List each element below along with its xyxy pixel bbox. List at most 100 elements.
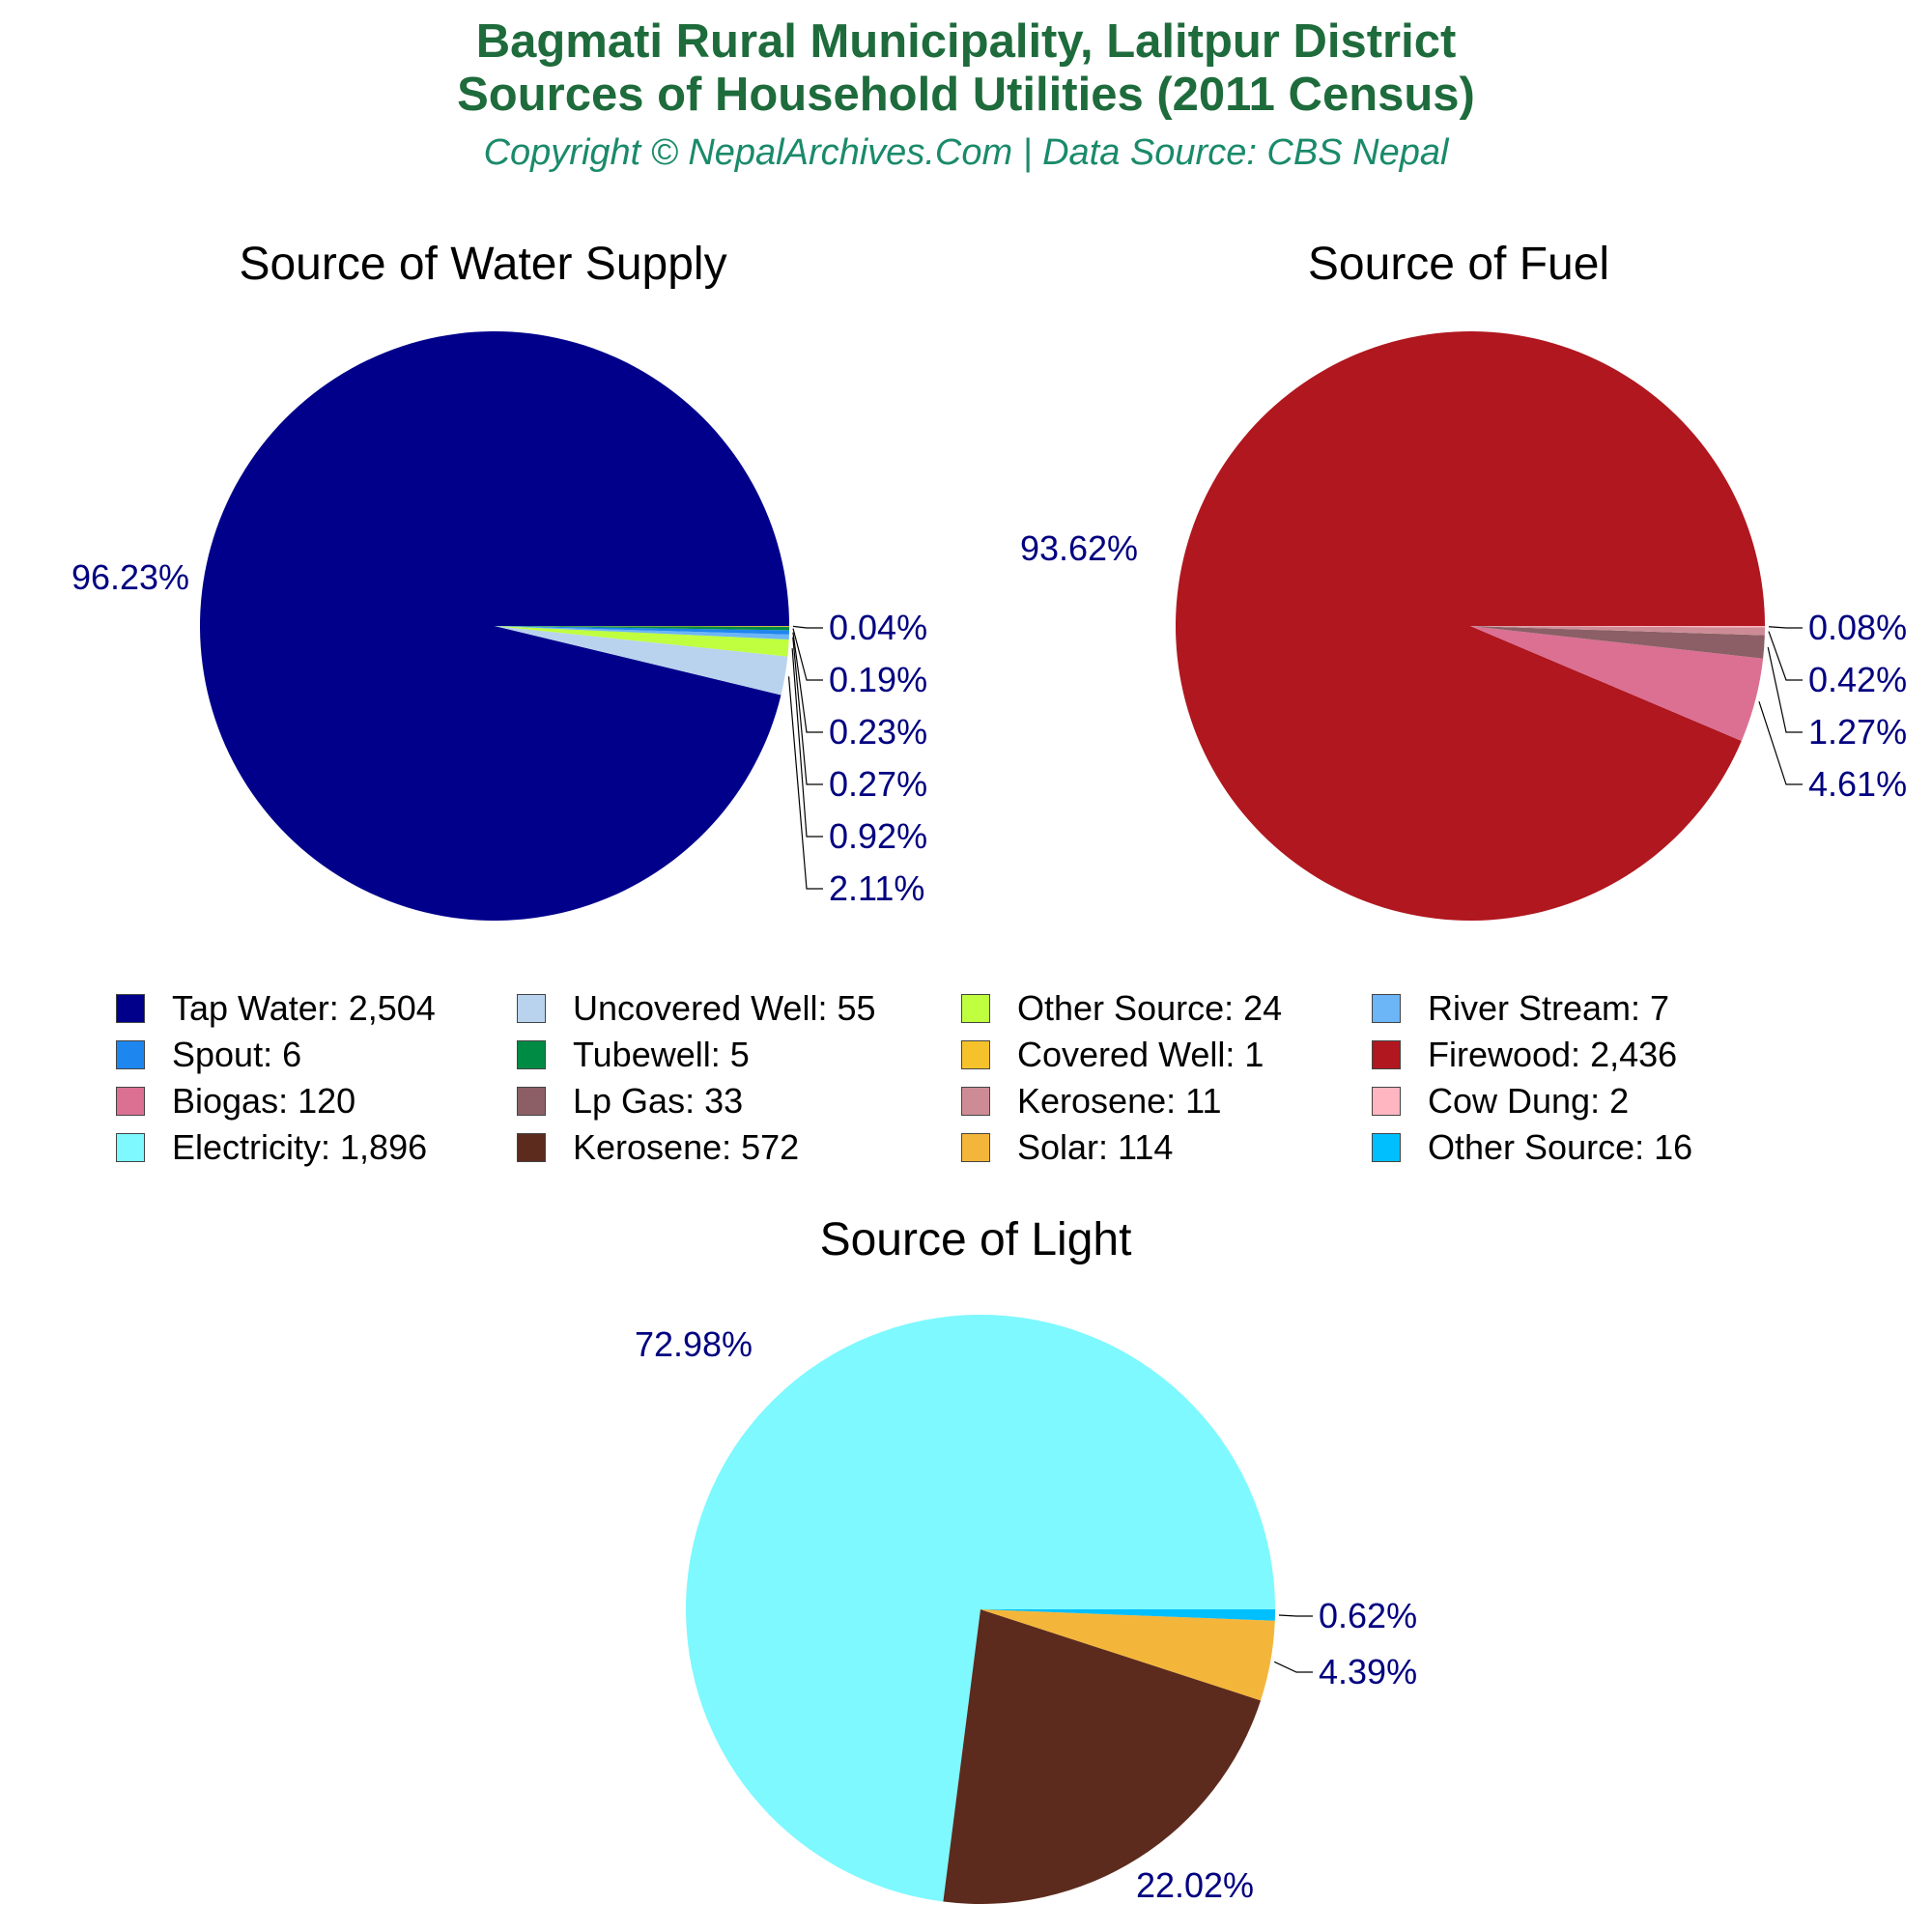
water-leader-line	[792, 637, 823, 785]
legend-swatch	[517, 994, 546, 1023]
legend-item: Tap Water: 2,504	[116, 985, 436, 1032]
water-label-tubewell: 0.19%	[829, 660, 927, 699]
legend-item: Spout: 6	[116, 1032, 301, 1078]
legend-label: River Stream: 7	[1428, 988, 1670, 1028]
legend-swatch	[517, 1087, 546, 1116]
legend-label: Electricity: 1,896	[172, 1127, 428, 1167]
legend-item: Firewood: 2,436	[1372, 1032, 1677, 1078]
legend-label: Biogas: 120	[172, 1081, 356, 1121]
legend-item: Electricity: 1,896	[116, 1124, 427, 1171]
fuel-label-lp-gas: 1.27%	[1808, 712, 1907, 752]
legend-label: Lp Gas: 33	[573, 1081, 744, 1121]
legend-label: Other Source: 24	[1017, 988, 1283, 1028]
light-label-solar: 4.39%	[1319, 1652, 1417, 1691]
legend-label: Firewood: 2,436	[1428, 1035, 1678, 1074]
light-chart-title: Source of Light	[819, 1214, 1132, 1265]
legend-label: Other Source: 16	[1428, 1127, 1693, 1167]
legend-swatch	[517, 1040, 546, 1069]
water-slice-tubewell	[495, 626, 789, 631]
light-label-kerosene: 22.02%	[1136, 1865, 1254, 1905]
water-leader-line	[791, 648, 823, 838]
legend-swatch	[116, 1133, 145, 1162]
legend-label: Tubewell: 5	[573, 1035, 750, 1074]
fuel-slice-firewood	[1176, 331, 1765, 922]
fuel-leader-line	[1768, 626, 1803, 629]
legend-item: River Stream: 7	[1372, 985, 1669, 1032]
legend-swatch	[961, 1087, 990, 1116]
water-label-river-stream: 0.27%	[829, 764, 927, 804]
water-slice-river-stream	[495, 626, 789, 639]
water-slice-uncovered-well	[495, 626, 788, 696]
legend-label: Kerosene: 11	[1017, 1081, 1222, 1121]
main-title-line2: Sources of Household Utilities (2011 Cen…	[457, 69, 1475, 121]
legend-label: Spout: 6	[172, 1035, 302, 1074]
fuel-slice-biogas	[1470, 626, 1764, 742]
fuel-leader-line	[1758, 701, 1803, 785]
fuel-label-biogas: 4.61%	[1808, 764, 1907, 804]
water-chart-title: Source of Water Supply	[239, 239, 727, 290]
light-slice-electricity	[686, 1315, 1275, 1902]
legend-label: Solar: 114	[1017, 1127, 1174, 1167]
fuel-slice-cow-dung	[1470, 626, 1765, 628]
legend-swatch	[116, 1087, 145, 1116]
legend-item: Biogas: 120	[116, 1078, 355, 1124]
subtitle: Copyright © NepalArchives.Com | Data Sou…	[483, 132, 1449, 173]
water-label-spout: 0.23%	[829, 712, 927, 752]
legend-item: Covered Well: 1	[961, 1032, 1264, 1078]
fuel-label-kerosene: 0.42%	[1808, 660, 1907, 699]
legend-item: Kerosene: 572	[517, 1124, 799, 1171]
legend-swatch	[116, 994, 145, 1023]
legend-swatch	[1372, 1087, 1401, 1116]
legend-label: Cow Dung: 2	[1428, 1081, 1630, 1121]
light-slice-other-source	[980, 1609, 1275, 1621]
legend-swatch	[116, 1040, 145, 1069]
water-label-covered-well: 0.04%	[829, 608, 927, 647]
legend-swatch	[1372, 1133, 1401, 1162]
light-leader-line	[1278, 1614, 1313, 1617]
water-slice-spout	[495, 626, 789, 635]
water-leader-line	[792, 628, 823, 681]
water-leader-line	[792, 625, 823, 629]
legend-item: Lp Gas: 33	[517, 1078, 743, 1124]
light-slice-kerosene	[943, 1609, 1262, 1904]
light-label-electricity: 72.98%	[635, 1324, 753, 1364]
water-label-other-source: 0.92%	[829, 816, 927, 856]
legend-label: Covered Well: 1	[1017, 1035, 1264, 1074]
legend-item: Kerosene: 11	[961, 1078, 1221, 1124]
legend-item: Cow Dung: 2	[1372, 1078, 1629, 1124]
light-label-other-source: 0.62%	[1319, 1596, 1417, 1635]
water-slice-covered-well	[495, 626, 789, 627]
fuel-leader-line	[1768, 631, 1803, 681]
legend-item: Tubewell: 5	[517, 1032, 750, 1078]
fuel-leader-line	[1767, 646, 1803, 733]
water-label-uncovered-well: 2.11%	[829, 868, 924, 908]
legend-label: Kerosene: 572	[573, 1127, 800, 1167]
fuel-slice-kerosene	[1470, 626, 1765, 636]
legend-swatch	[1372, 1040, 1401, 1069]
legend-item: Other Source: 16	[1372, 1124, 1692, 1171]
legend-label: Uncovered Well: 55	[573, 988, 876, 1028]
fuel-slice-lp-gas	[1470, 626, 1765, 659]
main-title-line1: Bagmati Rural Municipality, Lalitpur Dis…	[475, 15, 1457, 68]
legend-swatch	[961, 1133, 990, 1162]
water-label-tap-water: 96.23%	[71, 557, 189, 597]
legend-swatch	[961, 1040, 990, 1069]
water-slice-other-source	[495, 626, 789, 657]
water-leader-line	[787, 676, 823, 890]
legend-swatch	[1372, 994, 1401, 1023]
legend-swatch	[517, 1133, 546, 1162]
legend-label: Tap Water: 2,504	[172, 988, 436, 1028]
fuel-label-firewood: 93.62%	[1020, 528, 1138, 568]
water-leader-line	[792, 632, 823, 733]
light-leader-line	[1273, 1661, 1313, 1673]
legend-item: Other Source: 24	[961, 985, 1282, 1032]
fuel-label-cow-dung: 0.08%	[1808, 608, 1907, 647]
legend-item: Solar: 114	[961, 1124, 1173, 1171]
legend-item: Uncovered Well: 55	[517, 985, 876, 1032]
legend-swatch	[961, 994, 990, 1023]
fuel-chart-title: Source of Fuel	[1307, 239, 1610, 290]
light-slice-solar	[980, 1609, 1275, 1701]
